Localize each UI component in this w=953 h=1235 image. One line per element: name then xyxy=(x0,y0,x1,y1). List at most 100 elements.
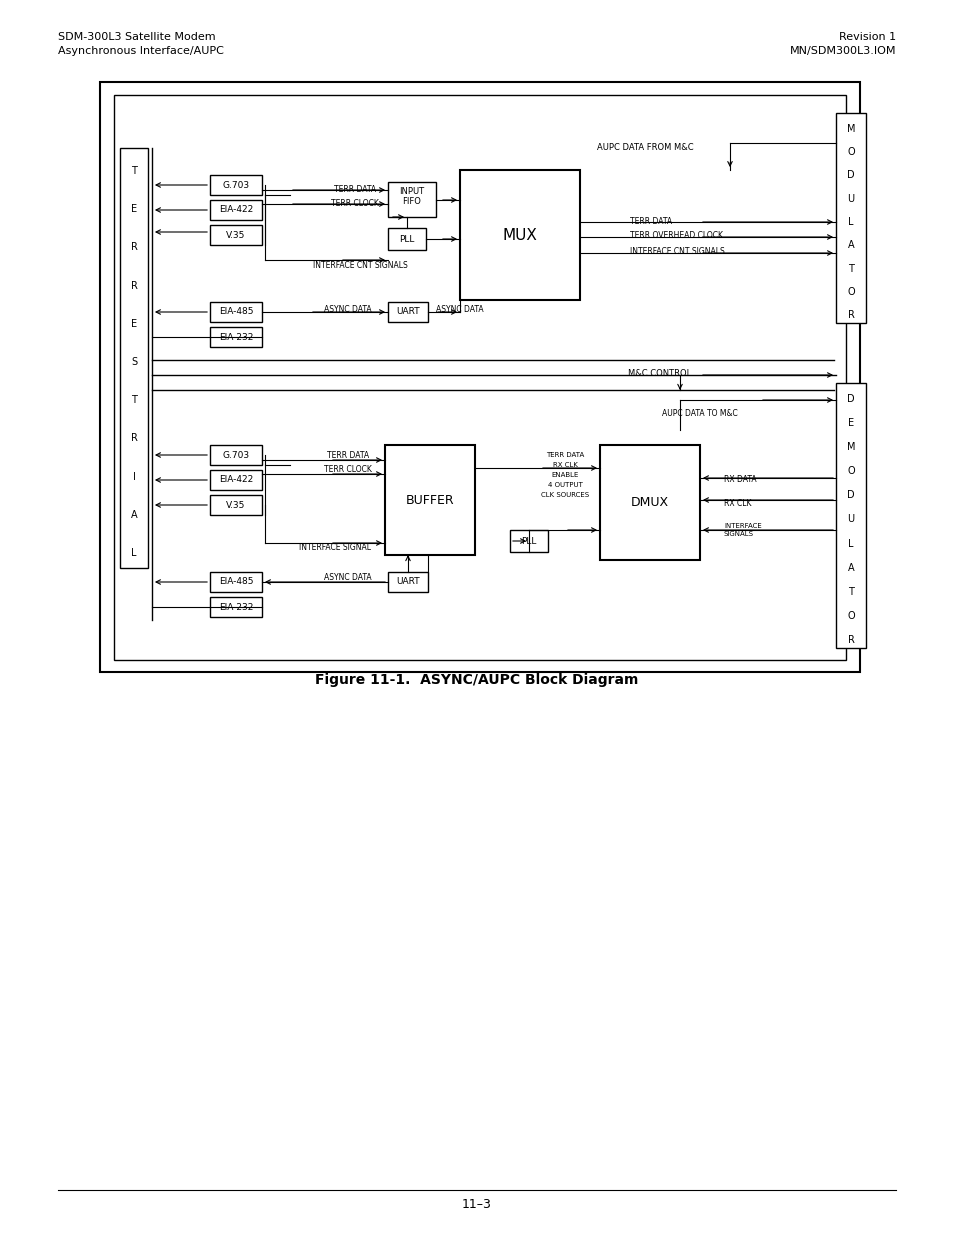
Bar xyxy=(388,182,436,217)
Text: M: M xyxy=(846,442,854,452)
Bar xyxy=(210,327,262,347)
Text: A: A xyxy=(131,510,137,520)
Bar xyxy=(835,112,865,324)
Bar xyxy=(835,383,865,648)
Text: E: E xyxy=(131,319,137,329)
Text: TERR DATA: TERR DATA xyxy=(327,452,369,461)
Text: T: T xyxy=(131,165,137,177)
Text: ASYNC DATA: ASYNC DATA xyxy=(324,573,372,583)
Text: O: O xyxy=(846,287,854,296)
Text: EIA-422: EIA-422 xyxy=(218,205,253,215)
Text: L: L xyxy=(132,548,136,558)
Text: EIA-422: EIA-422 xyxy=(218,475,253,484)
Text: ASYNC DATA: ASYNC DATA xyxy=(324,305,372,314)
Text: INTERFACE SIGNAL: INTERFACE SIGNAL xyxy=(298,543,371,552)
Text: Revision 1: Revision 1 xyxy=(838,32,895,42)
Text: RX CLK: RX CLK xyxy=(723,499,751,508)
Text: PLL: PLL xyxy=(399,235,415,243)
Text: U: U xyxy=(846,515,854,525)
Bar xyxy=(210,200,262,220)
Text: ENABLE: ENABLE xyxy=(551,472,578,478)
Text: TERR DATA: TERR DATA xyxy=(545,452,583,458)
Text: AUPC DATA FROM M&C: AUPC DATA FROM M&C xyxy=(596,143,693,152)
Text: O: O xyxy=(846,467,854,477)
Text: UART: UART xyxy=(395,308,419,316)
Text: T: T xyxy=(847,587,853,597)
Text: AUPC DATA TO M&C: AUPC DATA TO M&C xyxy=(661,409,737,417)
Text: 4 OUTPUT: 4 OUTPUT xyxy=(547,482,582,488)
Text: UART: UART xyxy=(395,578,419,587)
Text: RX DATA: RX DATA xyxy=(723,475,756,484)
Bar xyxy=(388,303,428,322)
Text: A: A xyxy=(847,241,854,251)
Text: Asynchronous Interface/AUPC: Asynchronous Interface/AUPC xyxy=(58,46,224,56)
Text: FIFO: FIFO xyxy=(402,198,421,206)
Bar xyxy=(459,170,579,300)
Text: TERR CLOCK: TERR CLOCK xyxy=(324,466,372,474)
Text: EIA-485: EIA-485 xyxy=(218,578,253,587)
Bar xyxy=(210,572,262,592)
Text: MN/SDM300L3.IOM: MN/SDM300L3.IOM xyxy=(789,46,895,56)
Text: EIA-232: EIA-232 xyxy=(218,332,253,342)
Text: G.703: G.703 xyxy=(222,451,250,459)
Bar xyxy=(599,445,700,559)
Text: O: O xyxy=(846,611,854,621)
Text: L: L xyxy=(847,217,853,227)
Text: O: O xyxy=(846,147,854,157)
Text: TERR DATA: TERR DATA xyxy=(629,216,672,226)
Text: V.35: V.35 xyxy=(226,231,246,240)
Text: M&C CONTROL: M&C CONTROL xyxy=(628,368,691,378)
Bar xyxy=(388,228,426,249)
Text: DMUX: DMUX xyxy=(630,495,668,509)
Text: SDM-300L3 Satellite Modem: SDM-300L3 Satellite Modem xyxy=(58,32,215,42)
Text: TERR OVERHEAD CLOCK: TERR OVERHEAD CLOCK xyxy=(629,231,722,241)
Bar xyxy=(120,148,148,568)
Text: EIA-232: EIA-232 xyxy=(218,603,253,611)
Text: PLL: PLL xyxy=(520,536,537,546)
Text: T: T xyxy=(131,395,137,405)
Bar xyxy=(210,445,262,466)
Bar xyxy=(113,95,845,659)
Text: RX CLK: RX CLK xyxy=(552,462,577,468)
Text: INTERFACE CNT SIGNALS: INTERFACE CNT SIGNALS xyxy=(629,247,724,257)
Text: D: D xyxy=(846,490,854,500)
Bar xyxy=(210,175,262,195)
Bar xyxy=(210,597,262,618)
Text: ASYNC DATA: ASYNC DATA xyxy=(436,305,483,314)
Text: CLK SOURCES: CLK SOURCES xyxy=(540,492,588,498)
Text: Figure 11-1.  ASYNC/AUPC Block Diagram: Figure 11-1. ASYNC/AUPC Block Diagram xyxy=(315,673,638,687)
Text: R: R xyxy=(131,433,137,443)
Text: R: R xyxy=(131,242,137,252)
Text: G.703: G.703 xyxy=(222,180,250,189)
Text: A: A xyxy=(847,563,854,573)
Text: L: L xyxy=(847,538,853,548)
Bar xyxy=(100,82,859,672)
Text: U: U xyxy=(846,194,854,204)
Text: TERR CLOCK: TERR CLOCK xyxy=(331,200,378,209)
Text: INPUT: INPUT xyxy=(399,188,424,196)
Text: V.35: V.35 xyxy=(226,500,246,510)
Text: INTERFACE
SIGNALS: INTERFACE SIGNALS xyxy=(723,524,760,536)
Text: S: S xyxy=(131,357,137,367)
Text: T: T xyxy=(847,263,853,274)
Text: R: R xyxy=(131,280,137,290)
Text: E: E xyxy=(131,204,137,215)
Text: TERR DATA: TERR DATA xyxy=(334,185,375,194)
Text: R: R xyxy=(846,310,854,320)
Text: M: M xyxy=(846,124,854,133)
Text: D: D xyxy=(846,394,854,404)
Bar xyxy=(510,530,547,552)
Text: 11–3: 11–3 xyxy=(461,1198,492,1212)
Bar xyxy=(210,471,262,490)
Bar xyxy=(388,572,428,592)
Text: BUFFER: BUFFER xyxy=(405,494,454,506)
Bar xyxy=(210,495,262,515)
Bar xyxy=(210,303,262,322)
Bar xyxy=(385,445,475,555)
Text: MUX: MUX xyxy=(502,227,537,242)
Text: R: R xyxy=(846,635,854,645)
Text: EIA-485: EIA-485 xyxy=(218,308,253,316)
Text: INTERFACE CNT SIGNALS: INTERFACE CNT SIGNALS xyxy=(313,261,407,269)
Text: E: E xyxy=(847,419,853,429)
Bar xyxy=(210,225,262,245)
